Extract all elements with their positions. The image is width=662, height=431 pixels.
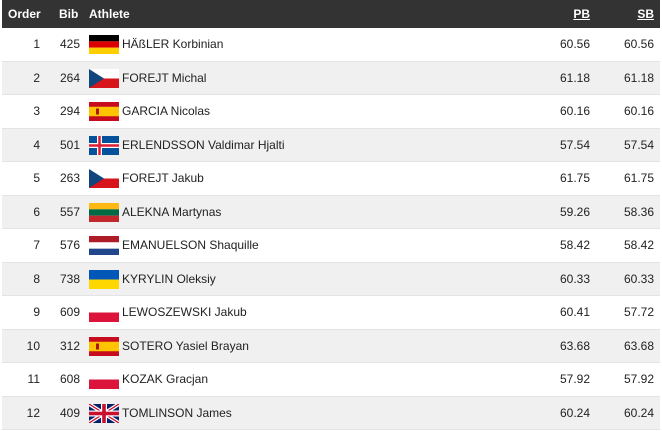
spain-flag-icon (89, 336, 119, 356)
iceland-flag-icon (89, 135, 119, 155)
sb-cell: 60.33 (623, 271, 654, 286)
athlete-name[interactable]: EMANUELSON Shaquille (122, 238, 259, 252)
bib-cell: 409 (59, 405, 80, 420)
order-cell: 5 (33, 171, 40, 185)
pb-cell: 59.26 (559, 204, 590, 219)
netherlands-flag-icon (89, 236, 119, 255)
order-cell: 2 (33, 70, 40, 85)
header-sb[interactable]: SB (637, 7, 654, 21)
pb-cell: 60.16 (559, 104, 590, 118)
athlete-name[interactable]: KOZAK Gracjan (122, 372, 209, 386)
header-order[interactable]: Order (8, 7, 41, 21)
bib-cell: 609 (59, 305, 80, 319)
sb-cell: 61.18 (623, 70, 654, 85)
table-row[interactable]: 2 264 FOREJT Michal 61.18 61.18 (2, 61, 660, 95)
pb-cell: 61.18 (559, 70, 590, 85)
czechia-flag-icon (89, 169, 119, 188)
table-row[interactable]: 1 425 HÄßLER Korbinian 60.56 60.56 (2, 28, 660, 62)
table-row[interactable]: 8 738 KYRYLIN Oleksiy 60.33 60.33 (2, 262, 660, 296)
order-cell: 8 (33, 271, 40, 286)
pb-cell: 60.41 (559, 305, 590, 319)
sb-cell: 61.75 (623, 171, 654, 185)
order-cell: 7 (33, 238, 40, 252)
athlete-name[interactable]: ERLENDSSON Valdimar Hjalti (122, 137, 285, 152)
table-row[interactable]: 10 312 SOTERO Yasiel Brayan 63.68 63.68 (2, 329, 660, 363)
czechia-flag-icon (89, 68, 119, 88)
pb-cell: 60.56 (559, 37, 590, 51)
order-cell: 3 (33, 104, 40, 118)
header-bib[interactable]: Bib (59, 7, 79, 21)
table-row[interactable]: 3 294 GARCIA Nicolas 60.16 60.16 (2, 95, 660, 129)
sb-cell: 60.16 (623, 104, 654, 118)
table-row[interactable]: 5 263 FOREJT Jakub 61.75 61.75 (2, 162, 660, 196)
table-body: 1 425 HÄßLER Korbinian 60.56 60.56 2 264 FOREJT… (2, 28, 660, 430)
germany-flag-icon (89, 35, 119, 54)
bib-cell: 312 (59, 338, 80, 353)
table-row[interactable]: 12 409 TOMLINSON James 60.24 60.24 (2, 396, 660, 430)
bib-cell: 557 (59, 204, 80, 219)
athlete-name[interactable]: ALEKNA Martynas (122, 204, 222, 219)
athlete-name[interactable]: LEWOSZEWSKI Jakub (122, 305, 247, 319)
bib-cell: 501 (59, 137, 80, 152)
order-cell: 9 (33, 305, 40, 319)
poland-flag-icon (89, 303, 119, 322)
sb-cell: 63.68 (623, 338, 654, 353)
athlete-name[interactable]: SOTERO Yasiel Brayan (122, 338, 249, 353)
athlete-name[interactable]: TOMLINSON James (122, 405, 232, 420)
pb-cell: 60.24 (559, 405, 590, 420)
header-pb[interactable]: PB (573, 7, 590, 21)
bib-cell: 608 (59, 372, 80, 386)
pb-cell: 63.68 (559, 338, 590, 353)
athlete-name[interactable]: FOREJT Michal (122, 70, 207, 85)
sb-cell: 60.56 (623, 37, 654, 51)
uk-flag-icon (89, 403, 119, 423)
athlete-name[interactable]: HÄßLER Korbinian (122, 37, 224, 51)
pb-cell: 61.75 (559, 171, 590, 185)
order-cell: 10 (26, 338, 40, 353)
order-cell: 1 (33, 37, 40, 51)
sb-cell: 60.24 (623, 405, 654, 420)
table-header: Order Bib Athlete PB SB (2, 0, 660, 28)
table-row[interactable]: 4 501 ERLENDSSON Valdimar Hjalti 57.54 57.54 (2, 128, 660, 162)
header-athlete[interactable]: Athlete (89, 7, 130, 21)
sb-cell: 57.92 (623, 372, 654, 386)
bib-cell: 264 (59, 70, 80, 85)
pb-cell: 57.54 (559, 137, 590, 152)
table-row[interactable]: 11 608 KOZAK Gracjan 57.92 57.92 (2, 363, 660, 397)
lithuania-flag-icon (89, 202, 119, 222)
bib-cell: 294 (59, 104, 80, 118)
athlete-name[interactable]: FOREJT Jakub (122, 171, 204, 185)
sb-cell: 57.54 (623, 137, 654, 152)
bib-cell: 425 (59, 37, 80, 51)
bib-cell: 738 (59, 271, 80, 286)
bib-cell: 576 (59, 238, 80, 252)
pb-cell: 57.92 (559, 372, 590, 386)
pb-cell: 58.42 (559, 238, 590, 252)
pb-cell: 60.33 (559, 271, 590, 286)
poland-flag-icon (89, 370, 119, 389)
table-row[interactable]: 6 557 ALEKNA Martynas 59.26 58.36 (2, 195, 660, 229)
athlete-name[interactable]: GARCIA Nicolas (122, 104, 211, 118)
ukraine-flag-icon (89, 269, 119, 289)
order-cell: 11 (27, 372, 40, 386)
table-row[interactable]: 9 609 LEWOSZEWSKI Jakub 60.41 57.72 (2, 296, 660, 330)
sb-cell: 58.42 (623, 238, 654, 252)
spain-flag-icon (89, 102, 119, 121)
order-cell: 4 (33, 137, 40, 152)
athlete-name[interactable]: KYRYLIN Oleksiy (122, 271, 216, 286)
order-cell: 12 (26, 405, 40, 420)
sb-cell: 57.72 (623, 305, 654, 319)
table-row[interactable]: 7 576 EMANUELSON Shaquille 58.42 58.42 (2, 229, 660, 263)
sb-cell: 58.36 (623, 204, 654, 219)
order-cell: 6 (33, 204, 40, 219)
bib-cell: 263 (59, 171, 80, 185)
